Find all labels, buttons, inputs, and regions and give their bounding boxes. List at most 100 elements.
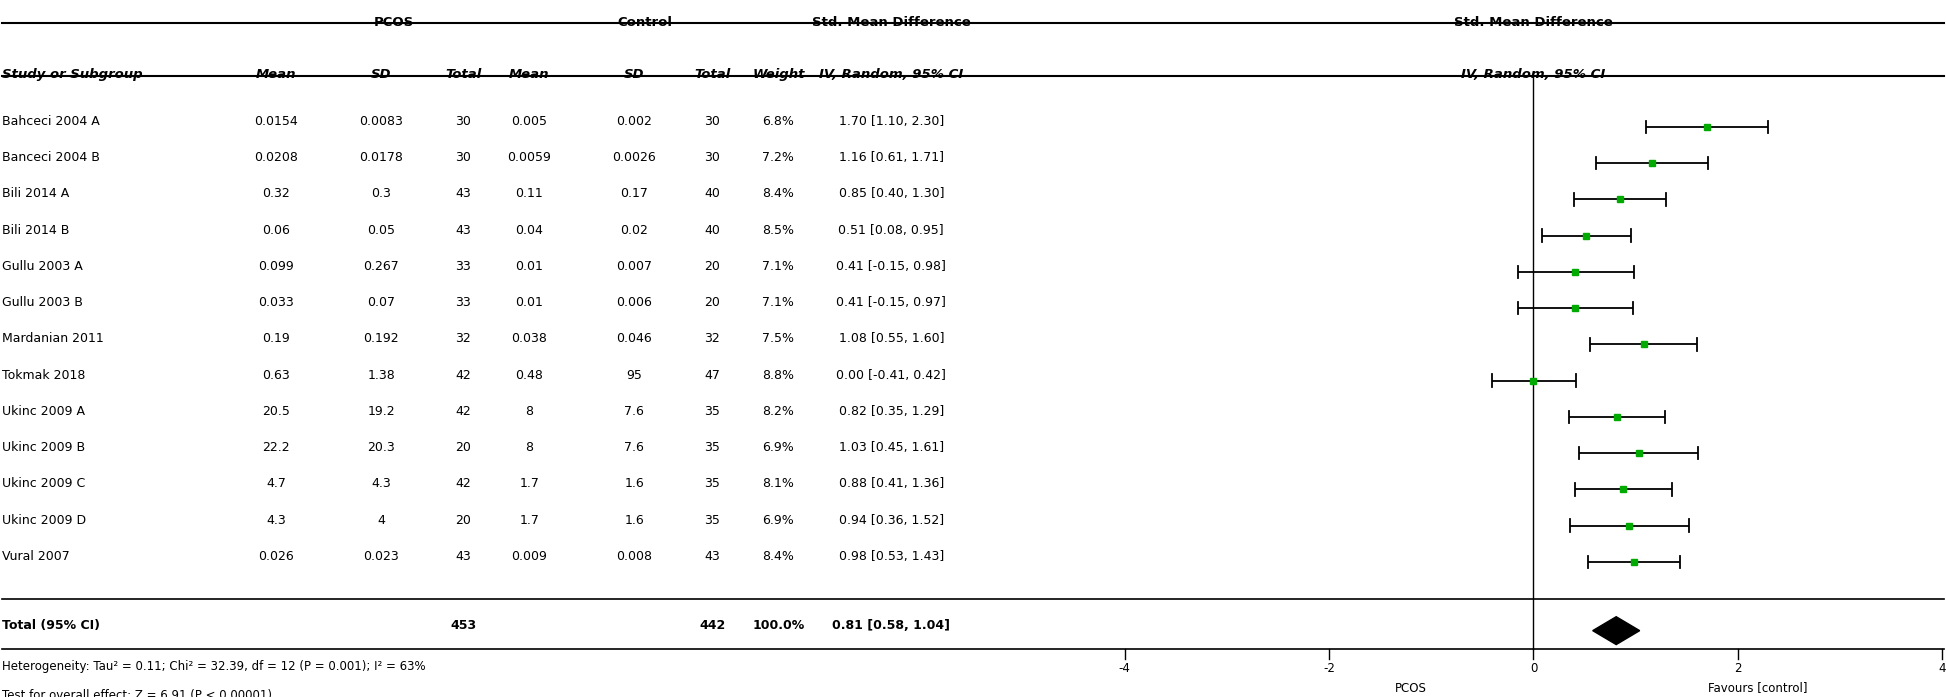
Text: 4.7: 4.7 [267,477,286,491]
Text: -2: -2 [1323,662,1335,675]
Text: 30: 30 [455,115,471,128]
Text: Weight: Weight [753,68,804,81]
Text: 0.005: 0.005 [512,115,547,128]
Text: 453: 453 [450,619,477,631]
Text: -4: -4 [1119,662,1131,675]
Text: 0.32: 0.32 [263,187,290,201]
Text: 0.0083: 0.0083 [360,115,403,128]
Text: 1.16 [0.61, 1.71]: 1.16 [0.61, 1.71] [839,151,944,164]
Text: Test for overall effect: Z = 6.91 (P < 0.00001): Test for overall effect: Z = 6.91 (P < 0… [2,689,272,697]
Text: 42: 42 [455,477,471,491]
Text: Tokmak 2018: Tokmak 2018 [2,369,86,382]
Text: Heterogeneity: Tau² = 0.11; Chi² = 32.39, df = 12 (P = 0.001); I² = 63%: Heterogeneity: Tau² = 0.11; Chi² = 32.39… [2,661,426,673]
Text: 33: 33 [455,296,471,309]
Text: 0.046: 0.046 [617,332,652,346]
Text: Total: Total [695,68,730,81]
Text: 0.05: 0.05 [368,224,395,237]
Text: 19.2: 19.2 [368,405,395,418]
Text: 40: 40 [704,187,720,201]
Text: 32: 32 [704,332,720,346]
Text: 0.51 [0.08, 0.95]: 0.51 [0.08, 0.95] [839,224,944,237]
Text: 8.5%: 8.5% [763,224,794,237]
Text: 0.033: 0.033 [259,296,294,309]
Text: PCOS: PCOS [1395,682,1426,694]
Text: Total (95% CI): Total (95% CI) [2,619,99,631]
Text: Control: Control [617,16,673,29]
Text: 0.026: 0.026 [259,550,294,563]
Text: 0.41 [-0.15, 0.98]: 0.41 [-0.15, 0.98] [837,260,946,273]
Text: 8.8%: 8.8% [763,369,794,382]
Text: 4: 4 [378,514,385,527]
Text: Favours [control]: Favours [control] [1709,682,1808,694]
Text: 20: 20 [704,260,720,273]
Text: 42: 42 [455,369,471,382]
Text: 35: 35 [704,405,720,418]
Text: 0.48: 0.48 [516,369,543,382]
Text: 0: 0 [1530,662,1537,675]
Text: 0.98 [0.53, 1.43]: 0.98 [0.53, 1.43] [839,550,944,563]
Text: 0.3: 0.3 [372,187,391,201]
Text: Mardanian 2011: Mardanian 2011 [2,332,103,346]
Text: 0.81 [0.58, 1.04]: 0.81 [0.58, 1.04] [833,619,950,631]
Text: 0.63: 0.63 [263,369,290,382]
Text: Ukinc 2009 A: Ukinc 2009 A [2,405,86,418]
Text: IV, Random, 95% CI: IV, Random, 95% CI [819,68,963,81]
Text: 20: 20 [455,441,471,454]
Text: 0.11: 0.11 [516,187,543,201]
Text: Mean: Mean [257,68,296,81]
Text: 0.038: 0.038 [512,332,547,346]
Text: Vural 2007: Vural 2007 [2,550,70,563]
Text: 6.8%: 6.8% [763,115,794,128]
Text: 0.17: 0.17 [621,187,648,201]
Text: 7.6: 7.6 [625,441,644,454]
Text: 0.88 [0.41, 1.36]: 0.88 [0.41, 1.36] [839,477,944,491]
Text: PCOS: PCOS [374,16,414,29]
Text: 43: 43 [455,187,471,201]
Text: 6.9%: 6.9% [763,514,794,527]
Text: 0.009: 0.009 [512,550,547,563]
Text: 0.85 [0.40, 1.30]: 0.85 [0.40, 1.30] [839,187,944,201]
Text: 1.7: 1.7 [520,514,539,527]
Text: 1.70 [1.10, 2.30]: 1.70 [1.10, 2.30] [839,115,944,128]
Text: 0.006: 0.006 [617,296,652,309]
Text: Gullu 2003 A: Gullu 2003 A [2,260,82,273]
Text: 43: 43 [704,550,720,563]
Text: 1.6: 1.6 [625,514,644,527]
Polygon shape [1592,617,1640,645]
Text: 0.02: 0.02 [621,224,648,237]
Text: 0.008: 0.008 [617,550,652,563]
Text: 7.1%: 7.1% [763,296,794,309]
Text: 1.08 [0.55, 1.60]: 1.08 [0.55, 1.60] [839,332,944,346]
Text: 0.82 [0.35, 1.29]: 0.82 [0.35, 1.29] [839,405,944,418]
Text: 20: 20 [704,296,720,309]
Text: 7.1%: 7.1% [763,260,794,273]
Text: SD: SD [372,68,391,81]
Text: 0.06: 0.06 [263,224,290,237]
Text: 0.007: 0.007 [617,260,652,273]
Text: SD: SD [625,68,644,81]
Text: 8.4%: 8.4% [763,550,794,563]
Text: 7.2%: 7.2% [763,151,794,164]
Text: Mean: Mean [510,68,549,81]
Text: Std. Mean Difference: Std. Mean Difference [1454,16,1613,29]
Text: 20.5: 20.5 [263,405,290,418]
Text: 0.267: 0.267 [364,260,399,273]
Text: 0.0059: 0.0059 [508,151,551,164]
Text: Ukinc 2009 C: Ukinc 2009 C [2,477,86,491]
Text: 1.38: 1.38 [368,369,395,382]
Text: 32: 32 [455,332,471,346]
Text: 0.01: 0.01 [516,296,543,309]
Text: Std. Mean Difference: Std. Mean Difference [811,16,971,29]
Text: 0.07: 0.07 [368,296,395,309]
Text: 1.7: 1.7 [520,477,539,491]
Text: 35: 35 [704,514,720,527]
Text: 95: 95 [627,369,642,382]
Text: 0.0154: 0.0154 [255,115,298,128]
Text: 442: 442 [699,619,726,631]
Text: 8.1%: 8.1% [763,477,794,491]
Text: Bili 2014 A: Bili 2014 A [2,187,70,201]
Text: 0.023: 0.023 [364,550,399,563]
Text: 100.0%: 100.0% [753,619,804,631]
Text: 8.4%: 8.4% [763,187,794,201]
Text: IV, Random, 95% CI: IV, Random, 95% CI [1461,68,1605,81]
